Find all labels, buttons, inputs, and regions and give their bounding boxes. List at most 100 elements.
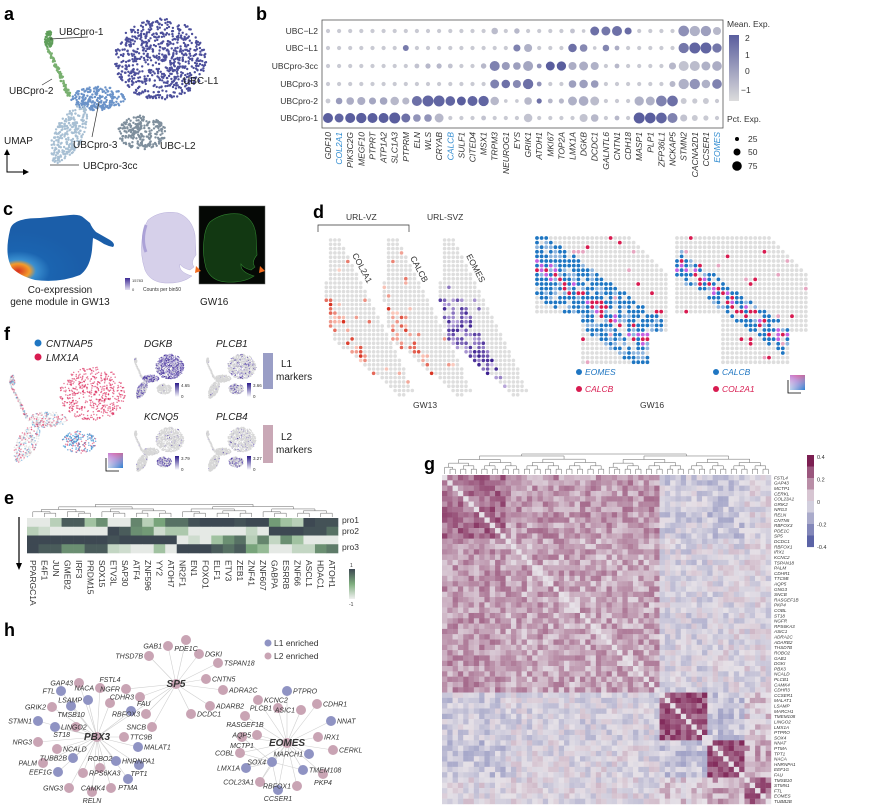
dotplot-gene-label: DGKB	[579, 132, 589, 156]
umap-cell-point	[134, 50, 137, 53]
spatial-spot	[425, 341, 430, 346]
panel-label-f: f	[4, 324, 11, 344]
spatial-spot	[460, 294, 464, 298]
umap-cell-point	[170, 82, 173, 86]
spatial-spot	[776, 291, 781, 296]
spatial-spot	[460, 345, 464, 350]
spatial-spot	[494, 328, 499, 333]
spatial-spot	[622, 272, 627, 277]
spatial-spot	[748, 309, 753, 314]
umap-cell-point	[71, 109, 75, 112]
dotplot-dot	[536, 81, 542, 87]
umap-cell-point	[57, 140, 60, 144]
pct-exp-legend-title: Pct. Exp.	[727, 114, 761, 124]
spatial-spot	[663, 300, 668, 305]
spatial-spot	[520, 388, 524, 393]
spatial-spot	[790, 328, 794, 332]
spatial-spot	[391, 268, 395, 272]
spatial-spot	[590, 236, 595, 240]
spatial-spot	[468, 324, 473, 328]
dotplot-dot	[335, 97, 343, 105]
spatial-spot	[477, 307, 481, 311]
spatial-spot	[744, 240, 748, 245]
umap-cell-point	[152, 119, 155, 123]
spatial-spot	[408, 319, 412, 324]
umap-cell-point	[132, 121, 135, 125]
umap-cell-point	[72, 125, 75, 128]
dotplot-dot	[337, 28, 342, 34]
umap-cell-point	[44, 412, 46, 414]
spatial-spot	[744, 300, 748, 305]
spatial-spot	[590, 263, 595, 268]
spatial-spot	[707, 291, 712, 296]
spatial-spot	[451, 251, 456, 255]
spatial-spot	[354, 328, 359, 333]
umap-cell-point	[64, 118, 68, 121]
spatial-spot	[494, 362, 499, 367]
spatial-spot	[562, 240, 567, 245]
spatial-spot	[429, 315, 434, 320]
spatial-spot	[354, 311, 359, 315]
spatial-spot	[640, 355, 645, 360]
umap-cell-point	[154, 96, 158, 100]
umap-cell-point	[75, 430, 77, 433]
umap-cell-point	[100, 376, 102, 378]
spatial-spot	[757, 332, 762, 337]
spatial-spot	[346, 311, 350, 315]
spatial-spot	[650, 291, 654, 296]
umap-cell-point	[86, 386, 88, 389]
spatial-spot	[622, 263, 627, 268]
umap-cell-point	[137, 72, 140, 75]
spatial-spot	[679, 309, 684, 314]
spatial-spot	[684, 309, 689, 314]
umap-cell-point	[176, 66, 179, 70]
spatial-spot	[412, 315, 417, 320]
umap-cell-point	[115, 62, 118, 65]
spatial-spot	[698, 272, 702, 277]
umap-cell-point	[97, 410, 100, 412]
spatial-spot	[599, 332, 604, 337]
spatial-spot	[627, 286, 631, 291]
spatial-spot	[698, 282, 702, 286]
dotplot-dot	[413, 114, 421, 122]
umap-cell-point	[89, 99, 92, 102]
spatial-spot	[744, 360, 748, 365]
umap-cell-point	[78, 397, 81, 400]
spatial-spot	[539, 245, 544, 250]
spatial-spot	[585, 263, 590, 268]
spatial-spot	[762, 259, 767, 263]
umap-cell-point	[75, 375, 77, 377]
umap-cell-point	[89, 390, 91, 393]
spatial-spot	[767, 249, 771, 254]
spatial-spot	[581, 314, 585, 319]
spatial-spot	[679, 282, 684, 286]
spatial-spot	[376, 358, 380, 363]
spatial-spot	[562, 259, 567, 263]
spatial-spot	[539, 305, 544, 309]
dotplot-dot	[712, 79, 722, 89]
spatial-spot	[608, 360, 613, 365]
dotplot-dot	[381, 45, 386, 51]
spatial-spot	[585, 254, 590, 259]
spatial-spot	[548, 254, 553, 259]
umap-cell-point	[78, 391, 80, 393]
umap-cell-point	[178, 65, 182, 68]
spatial-spot	[617, 268, 622, 273]
dotplot-dot	[390, 96, 399, 106]
spatial-spot	[380, 358, 385, 363]
spatial-spot	[762, 332, 767, 337]
spatial-spot	[594, 286, 599, 291]
dotplot-dot	[659, 28, 664, 34]
spatial-spot	[485, 341, 490, 346]
spatial-spot	[567, 249, 572, 254]
dotplot-dot	[590, 61, 599, 71]
spatial-spot	[468, 289, 473, 294]
dotplot-dot	[568, 80, 577, 88]
spatial-spot	[455, 341, 460, 346]
spatial-spot	[535, 272, 539, 277]
umap-cell-point	[192, 54, 195, 58]
spatial-spot	[684, 286, 689, 291]
umap-cell-point	[75, 101, 79, 104]
spatial-spot	[663, 286, 668, 291]
umap-cell-point	[109, 386, 112, 389]
